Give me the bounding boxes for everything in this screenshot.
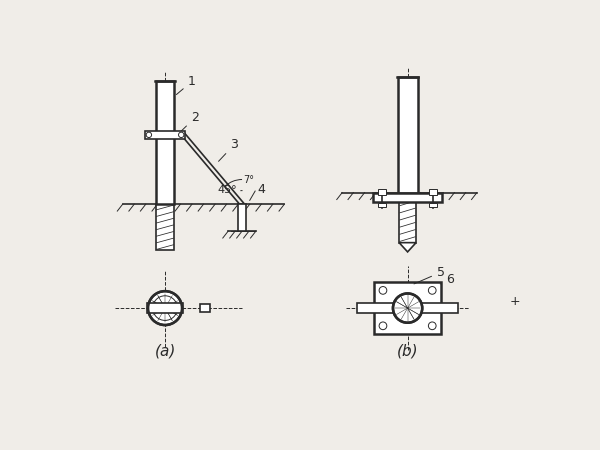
Text: (b): (b)	[397, 344, 418, 359]
Bar	[357, 303, 458, 314]
Text: 5: 5	[414, 266, 445, 284]
Circle shape	[393, 293, 422, 323]
Text: 4: 4	[257, 183, 265, 196]
Bar	[145, 131, 185, 139]
Bar	[373, 193, 442, 202]
Bar	[156, 81, 174, 204]
Circle shape	[146, 132, 152, 138]
Circle shape	[379, 322, 387, 330]
Text: 3: 3	[218, 138, 238, 161]
Text: +: +	[510, 296, 521, 308]
Bar	[148, 303, 183, 313]
Circle shape	[148, 291, 182, 325]
Bar	[429, 202, 437, 207]
Text: 1: 1	[176, 75, 196, 94]
Circle shape	[428, 287, 436, 294]
Bar	[398, 77, 418, 193]
Bar	[374, 282, 442, 334]
Bar	[156, 204, 174, 250]
Circle shape	[379, 287, 387, 294]
Bar	[200, 304, 211, 312]
Text: 6: 6	[440, 274, 454, 287]
Circle shape	[179, 132, 184, 138]
Text: (a): (a)	[154, 344, 176, 359]
Circle shape	[428, 322, 436, 330]
Bar	[238, 204, 246, 231]
Bar	[379, 202, 386, 207]
Bar	[399, 193, 416, 243]
Text: 7°: 7°	[244, 175, 254, 184]
Polygon shape	[399, 243, 416, 252]
Bar	[429, 189, 437, 195]
Text: 2: 2	[180, 111, 199, 132]
Bar	[379, 189, 386, 195]
Text: 45°: 45°	[217, 184, 237, 194]
